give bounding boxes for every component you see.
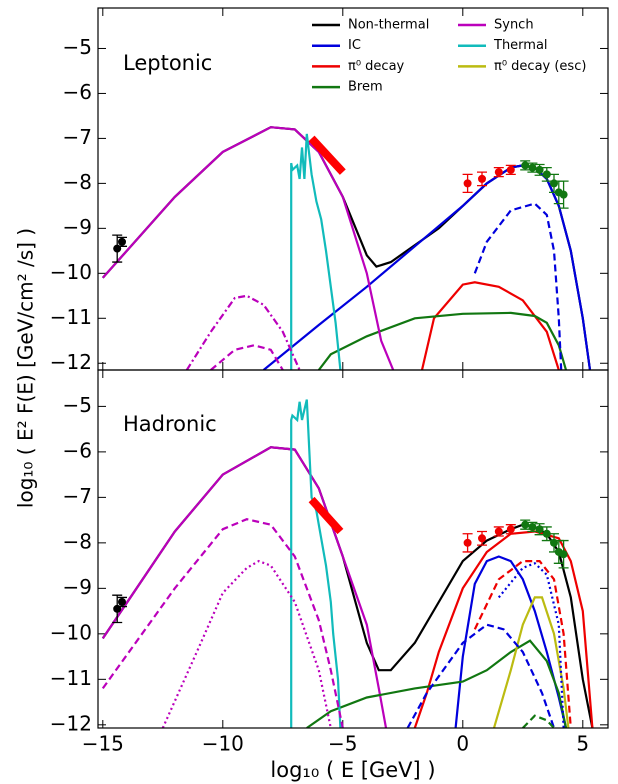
y-tick-label: −12 [50,711,92,735]
data-point [118,237,126,246]
legend-label: Synch [494,18,534,33]
data-point [494,168,503,177]
legend-label: π⁰ decay (esc) [494,59,586,74]
data-point [535,165,544,174]
legend-label: Brem [348,80,383,95]
series-line [454,555,568,728]
series-line [101,446,388,728]
plot-frame [97,369,609,729]
y-axis-label: log₁₀ ( E² F(E) [GeV/cm² /s] ) [14,228,38,508]
legend-label: Non-thermal [348,18,429,33]
panel-label: Leptonic [123,51,212,75]
data-point [521,520,530,529]
y-tick-label: −5 [63,35,92,59]
series-line [101,126,592,370]
data-point [478,534,486,543]
x-tick-label: −10 [202,732,244,756]
y-tick-label: −5 [63,393,92,417]
plot-area [101,399,594,728]
y-tick-label: −6 [63,438,92,462]
data-point [478,174,486,183]
data-point [494,527,503,536]
legend-label: Thermal [493,38,548,53]
y-tick-label: −10 [50,260,92,284]
data-point [528,522,537,531]
data-point [463,538,472,547]
data-point [118,597,126,606]
series-line [210,344,284,370]
y-tick-label: −9 [63,575,92,599]
data-point [559,550,568,559]
series-line [290,399,342,728]
y-tick-label: −9 [63,215,92,239]
series-line [522,714,555,728]
series-line [473,560,572,728]
data-point [542,529,551,538]
x-axis-label: log₁₀ ( E [GeV] ) [270,758,435,782]
series-line [473,202,563,370]
y-tick-label: −10 [50,620,92,644]
data-point [542,170,551,179]
y-tick-label: −12 [50,350,92,374]
series-line [492,596,570,728]
x-tick-label: 0 [456,732,469,756]
series-line [497,562,565,728]
series-line [101,518,344,728]
series-line [317,311,568,370]
series-line [101,126,395,370]
y-tick-label: −11 [50,666,92,690]
y-tick-label: −11 [50,305,92,329]
legend-label: π⁰ decay [348,59,405,74]
x-tick-label: 5 [576,732,589,756]
series-line [262,164,592,370]
y-tick-label: −6 [63,80,92,104]
data-point [535,525,544,534]
series-line [290,133,342,370]
y-tick-label: −7 [63,125,92,149]
y-tick-label: −8 [63,529,92,553]
series-line [420,281,560,370]
data-point [506,525,515,534]
y-tick-label: −8 [63,170,92,194]
data-point [521,161,530,170]
panel-label: Hadronic [123,412,217,436]
data-point [463,179,472,188]
data-point [506,165,515,174]
series-line [306,639,568,728]
series-line [161,559,332,728]
x-tick-label: −5 [328,732,357,756]
data-point [559,190,568,199]
series-line [308,135,346,175]
plot-area [101,126,592,370]
data-point [528,163,537,172]
series-line [185,294,301,370]
legend-label: IC [348,38,361,53]
x-tick-label: −15 [82,732,124,756]
y-tick-label: −7 [63,484,92,508]
series-line [308,496,344,535]
series-line [406,623,556,728]
